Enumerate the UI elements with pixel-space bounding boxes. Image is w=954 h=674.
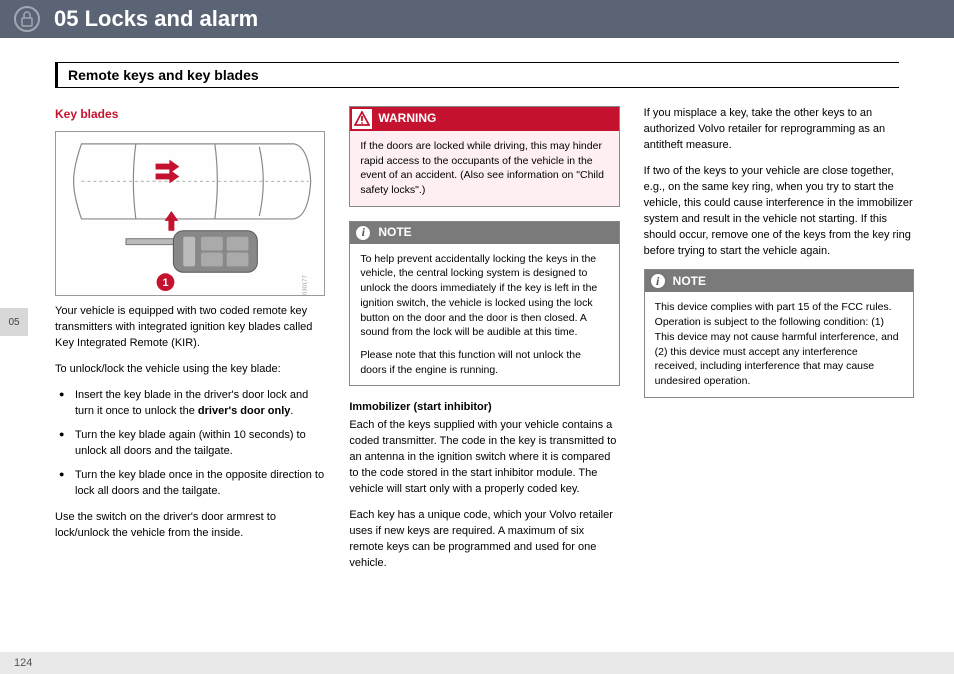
page-footer: 124 [0,652,954,674]
col1-p2: To unlock/lock the vehicle using the key… [55,362,325,378]
info-icon: i [354,224,372,242]
bullet-3: Turn the key blade once in the opposite … [59,468,325,500]
note-title-1: NOTE [378,224,411,241]
lock-icon [14,6,40,32]
warning-callout: WARNING If the doors are locked while dr… [349,106,619,207]
immob-p2: Each key has a unique code, which your V… [349,508,619,572]
note-header-2: i NOTE [645,270,913,292]
note-title-2: NOTE [673,273,706,290]
warning-body: If the doors are locked while driving, t… [350,131,618,206]
col1-p3: Use the switch on the driver's door armr… [55,510,325,542]
col3-p2: If two of the keys to your vehicle are c… [644,164,914,260]
figure-marker: 1 [162,277,168,289]
note-callout-2: i NOTE This device complies with part 15… [644,269,914,397]
key-blade-figure: 1 G030177 [55,131,325,296]
immob-p1: Each of the keys supplied with your vehi… [349,418,619,498]
note-header-1: i NOTE [350,222,618,244]
warning-title: WARNING [378,110,436,127]
note-callout-1: i NOTE To help prevent accidentally lock… [349,221,619,387]
bullet-1: Insert the key blade in the driver's doo… [59,388,325,420]
note-body-2: This device complies with part 15 of the… [645,292,913,396]
content-columns: Key blades [0,88,954,582]
warning-header: WARNING [350,107,618,131]
chapter-title: 05 Locks and alarm [54,6,258,32]
page-number: 124 [14,657,32,669]
col3-p1: If you misplace a key, take the other ke… [644,106,914,154]
note1-p2: Please note that this function will not … [360,348,608,377]
note-body-1: To help prevent accidentally locking the… [350,244,618,386]
note1-p1: To help prevent accidentally locking the… [360,252,608,340]
warning-icon [352,109,372,129]
side-tab: 05 [0,308,28,336]
col1-bullets: Insert the key blade in the driver's doo… [55,388,325,500]
section-header: Remote keys and key blades [55,62,899,88]
column-1: Key blades [55,106,325,582]
column-2: WARNING If the doors are locked while dr… [349,106,619,582]
col1-p1: Your vehicle is equipped with two coded … [55,304,325,352]
key-blades-heading: Key blades [55,106,325,123]
svg-text:G030177: G030177 [303,276,309,296]
immobilizer-heading: Immobilizer (start inhibitor) [349,400,619,416]
bullet-2: Turn the key blade again (within 10 seco… [59,428,325,460]
column-3: If you misplace a key, take the other ke… [644,106,914,582]
section-title: Remote keys and key blades [68,67,889,83]
chapter-header: 05 Locks and alarm [0,0,954,38]
info-icon: i [649,272,667,290]
